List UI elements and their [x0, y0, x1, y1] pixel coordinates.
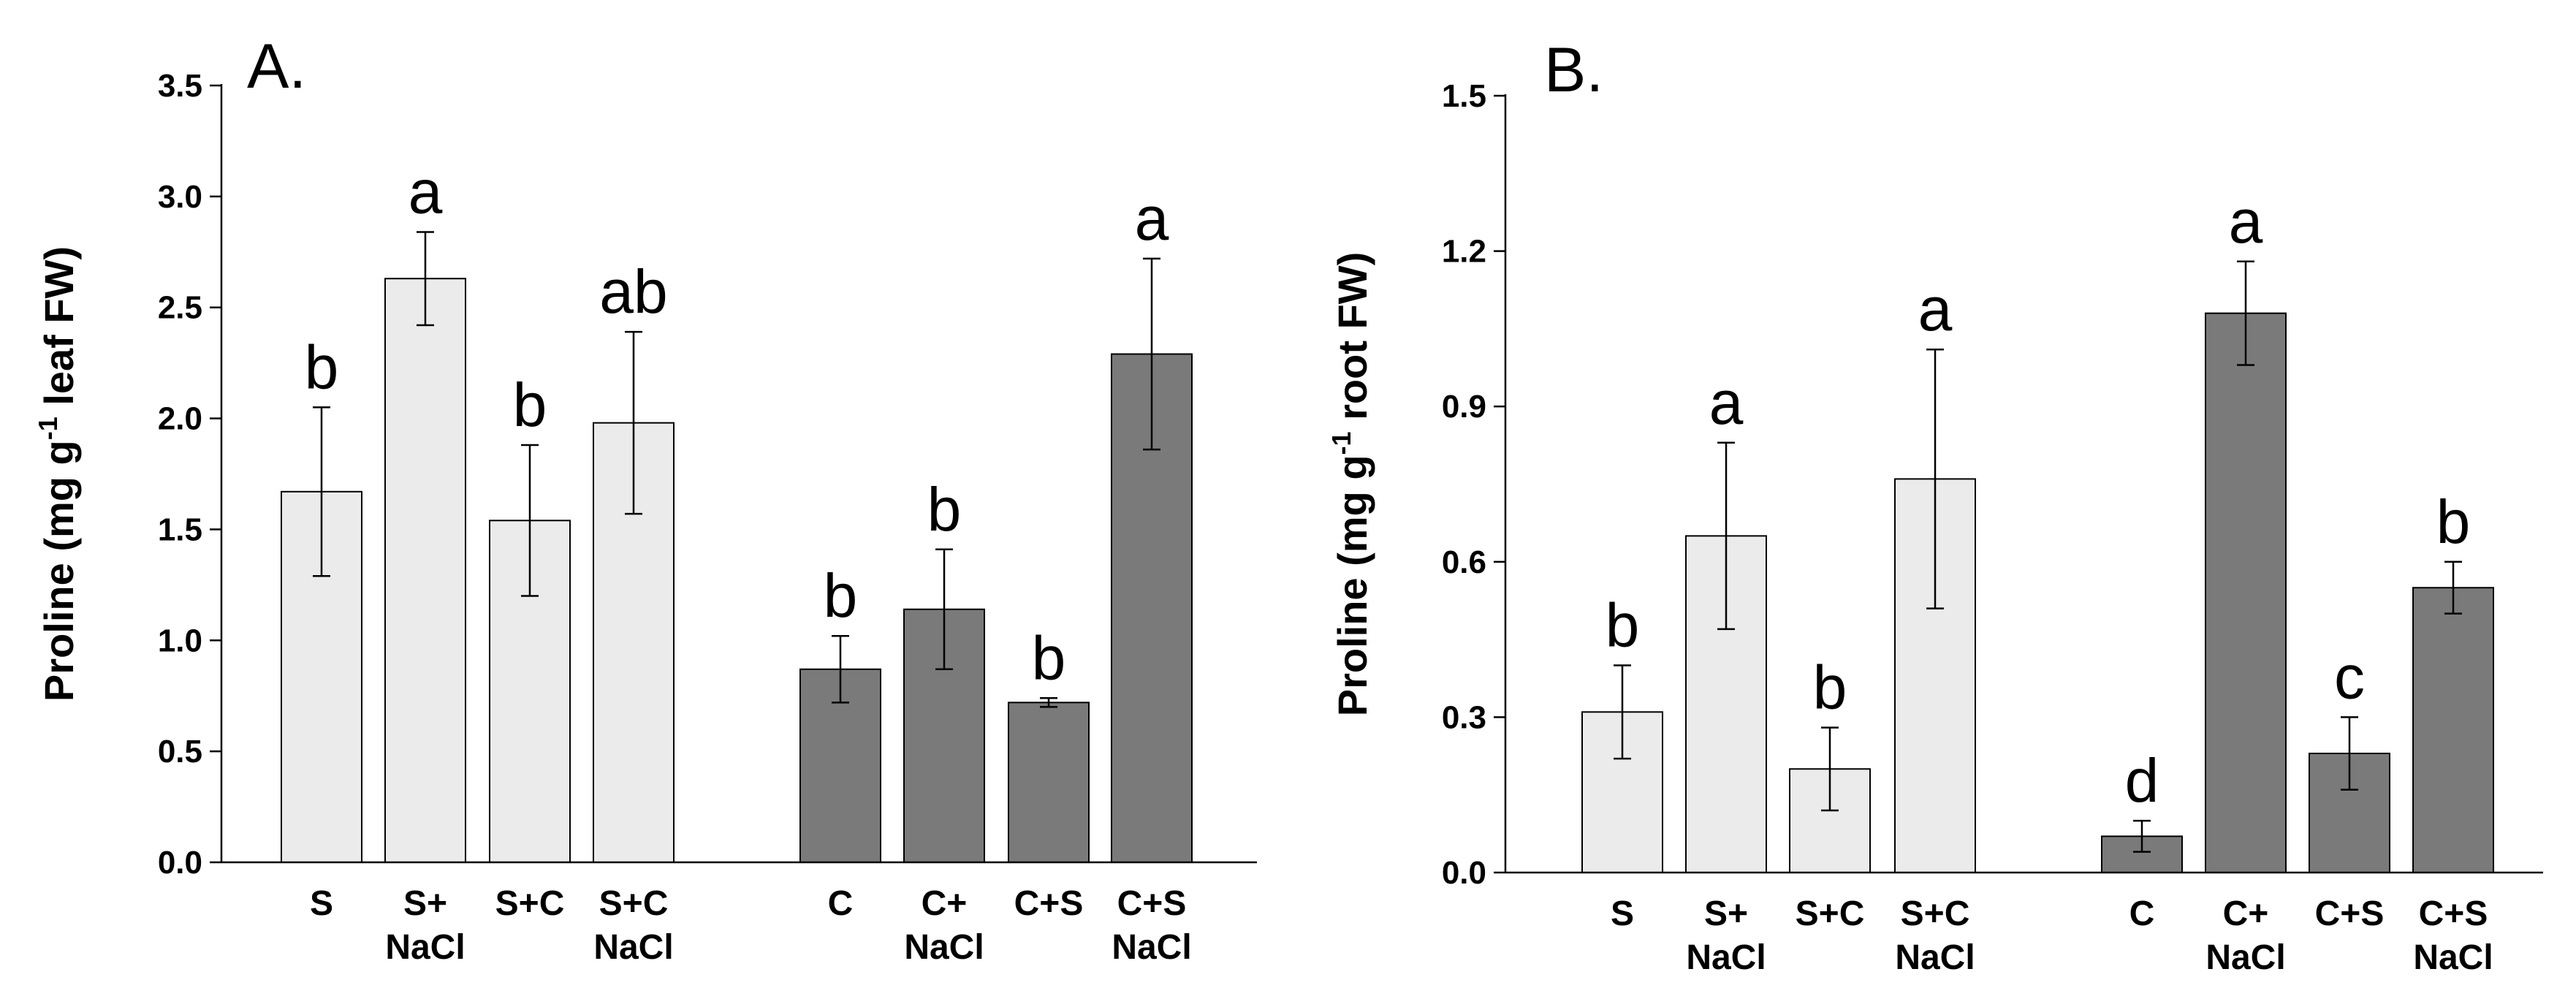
category-label: NaCl [1112, 928, 1191, 967]
y-tick-label: 0.6 [1442, 544, 1486, 580]
bar [2205, 312, 2287, 873]
y-axis-title-main: Proline (mg g [1329, 455, 1375, 716]
bar [1008, 702, 1090, 864]
category-label: C+S [1117, 884, 1187, 923]
category-label: C+S [2315, 894, 2385, 933]
significance-letter: a [1709, 368, 1744, 437]
significance-letter: b [824, 561, 858, 630]
y-tick-label: 3.5 [158, 68, 202, 104]
category-label: C+ [922, 884, 968, 923]
y-axis-title-tail: root FW) [1329, 252, 1375, 432]
y-tick-label: 0.5 [158, 734, 202, 770]
category-label: S [1611, 894, 1634, 933]
significance-letter: b [513, 370, 547, 439]
significance-letter: a [1918, 275, 1953, 343]
significance-letter: a [2229, 187, 2263, 256]
category-label: S+C [1796, 894, 1865, 933]
significance-letter: ab [599, 257, 667, 326]
significance-letter: b [927, 475, 962, 544]
y-axis-title: Proline (mg g-1 leaf FW) [33, 246, 82, 702]
category-label: NaCl [2413, 938, 2493, 977]
y-tick-label: 1.0 [158, 623, 202, 658]
significance-letter: b [2436, 487, 2471, 556]
category-label: S+ [403, 884, 447, 923]
panel-label: A. [247, 31, 306, 102]
category-label: NaCl [2205, 938, 2285, 977]
significance-letter: d [2125, 746, 2159, 815]
category-label: NaCl [385, 928, 465, 967]
y-tick-label: 0.3 [1442, 699, 1486, 735]
significance-letter: b [1813, 653, 1847, 722]
bar [2412, 587, 2494, 873]
category-label: C+S [1014, 884, 1084, 923]
category-label: NaCl [1686, 938, 1766, 977]
y-tick-label: 1.5 [158, 512, 202, 547]
y-axis-title-superscript: -1 [33, 417, 63, 440]
category-label: S [310, 884, 333, 923]
y-tick-label: 2.0 [158, 401, 202, 437]
category-label: S+C [1901, 894, 1970, 933]
y-tick-label: 1.5 [1442, 78, 1486, 114]
significance-letter: a [409, 157, 443, 226]
category-label: S+C [599, 884, 669, 923]
y-tick-label: 1.2 [1442, 234, 1486, 270]
category-label: NaCl [1895, 938, 1975, 977]
y-tick-label: 0.0 [158, 845, 202, 881]
y-tick-label: 0.0 [1442, 855, 1486, 891]
category-label: C [828, 884, 854, 923]
panel-a-leaf-proline-chart: b Sa S+ NaCl b S+C ab S+C NaCl b Cb C+ NaCl b C+S a C+S N… [33, 31, 1257, 967]
significance-letter: b [305, 332, 339, 401]
significance-letter: a [1135, 184, 1169, 253]
significance-letter: b [1606, 591, 1640, 660]
panel-label: B. [1544, 35, 1603, 105]
category-label: S+C [495, 884, 565, 923]
category-label: NaCl [593, 928, 673, 967]
y-tick-label: 3.0 [158, 179, 202, 215]
y-axis-title: Proline (mg g-1 root FW) [1326, 252, 1375, 717]
y-tick-label: 2.5 [158, 290, 202, 326]
y-axis-title-main: Proline (mg g [36, 440, 82, 702]
category-label: C+S [2419, 894, 2488, 933]
category-label: S+ [1704, 894, 1748, 933]
panel-b-root-proline-chart: b Sa S+ NaCl b S+C a S+C NaCl d Ca C+ NaCl c C+S b C+S Na… [1326, 35, 2543, 977]
significance-letter: b [1032, 623, 1066, 692]
y-axis-title-superscript: -1 [1326, 431, 1356, 455]
category-label: NaCl [904, 928, 984, 967]
significance-letter: c [2334, 642, 2365, 711]
category-label: C+ [2223, 894, 2269, 933]
bar [384, 278, 466, 863]
y-tick-label: 0.9 [1442, 389, 1486, 425]
category-label: C [2129, 894, 2155, 933]
y-axis-title-tail: leaf FW) [36, 246, 82, 417]
